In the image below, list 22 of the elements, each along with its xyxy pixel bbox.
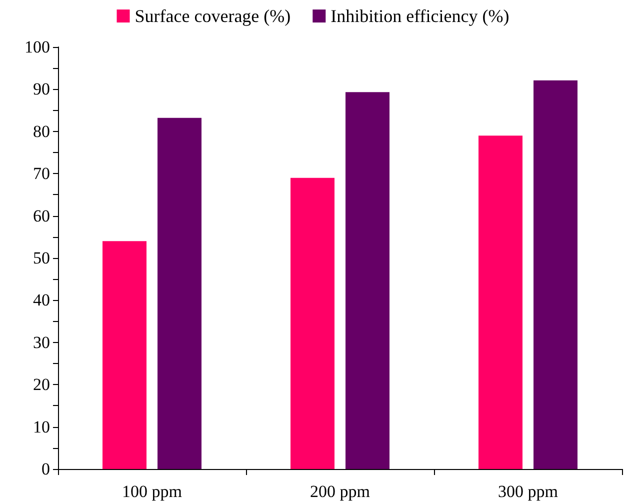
y-tick-label: 70 [33,164,50,184]
y-tick-label: 0 [42,460,50,478]
bar [290,178,334,469]
x-tick-label: 200 ppm [310,482,370,501]
y-tick-label: 40 [33,290,50,310]
legend-label: Surface coverage (%) [134,6,291,26]
y-tick-label: 60 [33,206,50,226]
y-tick-label: 20 [33,375,50,394]
bar [158,118,202,469]
y-tick-label: 50 [33,248,50,268]
legend-label: Inhibition efficiency (%) [330,6,510,26]
y-tick-label: 80 [33,122,50,141]
x-tick-label: 100 ppm [122,482,182,501]
bar [478,136,522,469]
y-tick-label: 30 [33,332,50,352]
bar [346,92,390,469]
bar [102,241,146,469]
x-tick-label: 300 ppm [498,482,558,501]
bar [534,80,578,469]
y-tick-label: 10 [33,417,50,436]
y-tick-label: 90 [33,80,50,99]
y-tick-label: 100 [24,38,50,56]
